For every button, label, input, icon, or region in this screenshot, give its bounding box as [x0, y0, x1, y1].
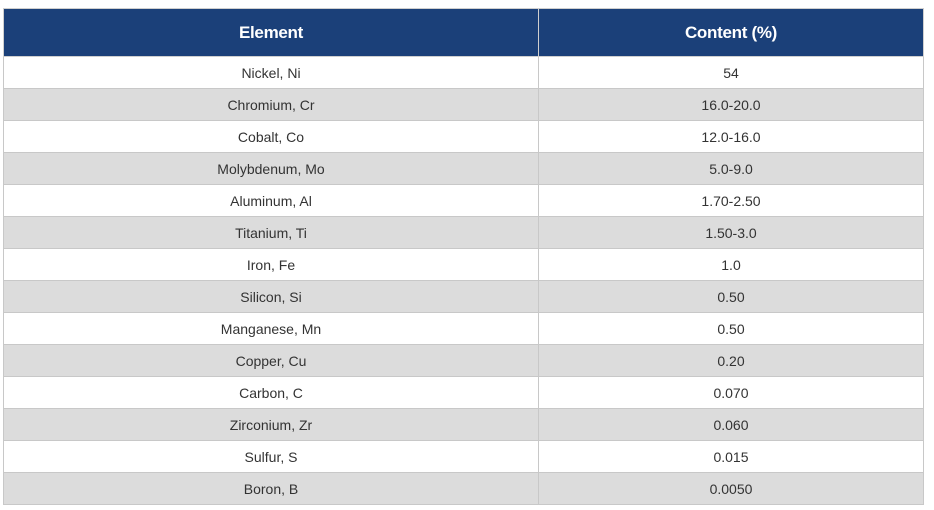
cell-element: Sulfur, S: [3, 440, 539, 473]
cell-element: Cobalt, Co: [3, 120, 539, 153]
cell-element: Molybdenum, Mo: [3, 152, 539, 185]
composition-table-container: Element Content (%) Nickel, Ni 54 Chromi…: [3, 8, 924, 505]
table-row: Zirconium, Zr 0.060: [3, 408, 924, 441]
cell-element: Copper, Cu: [3, 344, 539, 377]
cell-content: 5.0-9.0: [538, 152, 924, 185]
table-row: Cobalt, Co 12.0-16.0: [3, 120, 924, 153]
table-row: Nickel, Ni 54: [3, 56, 924, 89]
table-row: Molybdenum, Mo 5.0-9.0: [3, 152, 924, 185]
cell-content: 0.070: [538, 376, 924, 409]
table-row: Sulfur, S 0.015: [3, 440, 924, 473]
cell-content: 54: [538, 56, 924, 89]
cell-content: 16.0-20.0: [538, 88, 924, 121]
cell-content: 0.0050: [538, 472, 924, 505]
cell-element: Titanium, Ti: [3, 216, 539, 249]
cell-element: Iron, Fe: [3, 248, 539, 281]
table-row: Silicon, Si 0.50: [3, 280, 924, 313]
cell-element: Nickel, Ni: [3, 56, 539, 89]
table-row: Chromium, Cr 16.0-20.0: [3, 88, 924, 121]
table-row: Copper, Cu 0.20: [3, 344, 924, 377]
cell-element: Carbon, C: [3, 376, 539, 409]
cell-element: Zirconium, Zr: [3, 408, 539, 441]
header-content: Content (%): [538, 8, 924, 57]
cell-element: Silicon, Si: [3, 280, 539, 313]
cell-content: 0.50: [538, 280, 924, 313]
table-body: Nickel, Ni 54 Chromium, Cr 16.0-20.0 Cob…: [3, 56, 924, 505]
table-row: Titanium, Ti 1.50-3.0: [3, 216, 924, 249]
table-row: Carbon, C 0.070: [3, 376, 924, 409]
cell-content: 0.50: [538, 312, 924, 345]
table-row: Manganese, Mn 0.50: [3, 312, 924, 345]
table-row: Iron, Fe 1.0: [3, 248, 924, 281]
table-header: Element Content (%): [3, 8, 924, 57]
header-element: Element: [3, 8, 539, 57]
cell-content: 1.50-3.0: [538, 216, 924, 249]
table-row: Boron, B 0.0050: [3, 472, 924, 505]
cell-content: 1.70-2.50: [538, 184, 924, 217]
cell-element: Manganese, Mn: [3, 312, 539, 345]
composition-table: Element Content (%) Nickel, Ni 54 Chromi…: [3, 8, 924, 505]
cell-content: 1.0: [538, 248, 924, 281]
cell-element: Boron, B: [3, 472, 539, 505]
header-row: Element Content (%): [3, 8, 924, 57]
cell-content: 0.20: [538, 344, 924, 377]
cell-content: 0.015: [538, 440, 924, 473]
table-row: Aluminum, Al 1.70-2.50: [3, 184, 924, 217]
cell-content: 12.0-16.0: [538, 120, 924, 153]
cell-content: 0.060: [538, 408, 924, 441]
cell-element: Aluminum, Al: [3, 184, 539, 217]
cell-element: Chromium, Cr: [3, 88, 539, 121]
